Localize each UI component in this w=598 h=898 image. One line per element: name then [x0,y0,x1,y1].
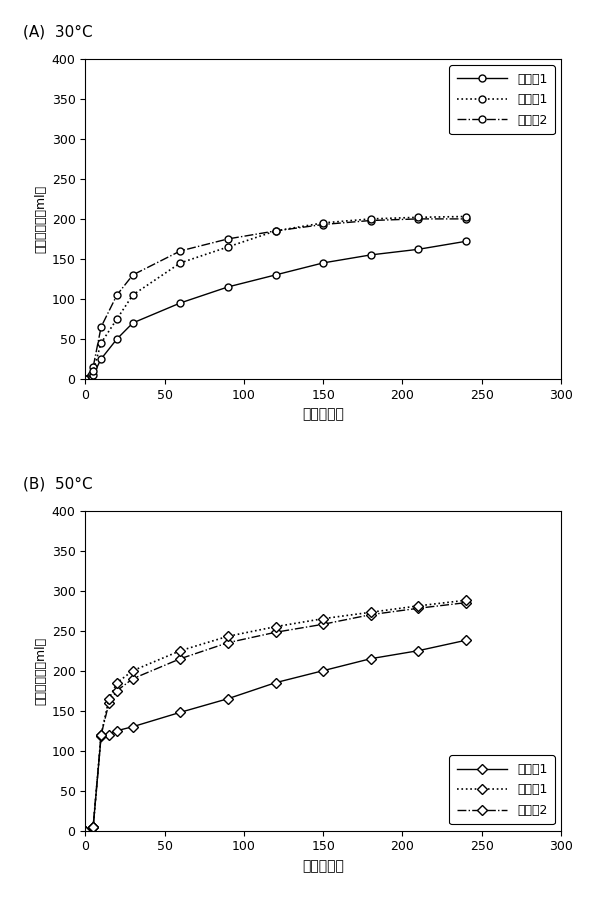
Line: 比較例1: 比較例1 [82,597,469,834]
比較例2 [177,653,184,664]
比較例2 [129,269,136,280]
比較例1 [97,729,105,740]
X-axis label: 時間［秒］: 時間［秒］ [302,407,344,421]
Line: 比較例1: 比較例1 [82,213,469,383]
比較例1 [367,607,374,618]
実施例1 [272,677,279,688]
実施例1 [97,354,105,365]
比較例2 [114,685,121,696]
実施例1 [319,665,327,676]
実施例1 [90,822,97,832]
比較例1 [272,621,279,632]
比較例2 [90,362,97,373]
比較例2 [105,698,112,709]
比較例1 [319,217,327,228]
実施例1 [367,653,374,664]
比較例1 [82,825,89,836]
比較例2 [319,219,327,230]
比較例1 [97,338,105,348]
実施例1 [82,374,89,384]
比較例2 [462,214,469,224]
実施例1 [319,258,327,269]
実施例1 [462,236,469,247]
実施例1 [224,693,231,704]
比較例2 [462,597,469,608]
実施例1 [415,244,422,255]
比較例1 [90,365,97,376]
Line: 比較例2: 比較例2 [82,216,469,383]
比較例2 [415,603,422,613]
比較例1 [272,225,279,236]
Legend: 実施例1, 比較例1, 比較例2: 実施例1, 比較例1, 比較例2 [450,755,555,824]
実施例1 [114,333,121,344]
Legend: 実施例1, 比較例1, 比較例2: 実施例1, 比較例1, 比較例2 [450,66,555,134]
実施例1 [129,721,136,732]
比較例2 [272,627,279,638]
Text: (A)  30°C: (A) 30°C [23,24,93,40]
比較例1 [177,258,184,269]
実施例1 [90,370,97,381]
Line: 実施例1: 実施例1 [82,637,469,834]
比較例2 [82,825,89,836]
実施例1 [367,250,374,260]
実施例1 [177,707,184,718]
比較例2 [367,609,374,620]
比較例2 [319,619,327,629]
Line: 比較例2: 比較例2 [82,599,469,834]
比較例1 [90,822,97,832]
比較例1 [82,374,89,384]
比較例2 [415,214,422,224]
実施例1 [97,731,105,742]
比較例1 [462,594,469,605]
実施例1 [105,729,112,740]
実施例1 [224,282,231,293]
比較例1 [415,601,422,612]
比較例1 [415,212,422,223]
比較例1 [114,313,121,324]
比較例2 [224,233,231,244]
比較例2 [97,729,105,740]
Line: 実施例1: 実施例1 [82,238,469,383]
比較例2 [272,225,279,236]
比較例1 [105,693,112,704]
比較例1 [224,242,231,252]
比較例2 [367,216,374,226]
比較例2 [177,245,184,256]
比較例2 [114,289,121,300]
比較例2 [90,822,97,832]
比較例1 [319,613,327,624]
X-axis label: 時間［秒］: 時間［秒］ [302,859,344,873]
比較例1 [224,631,231,642]
実施例1 [462,635,469,646]
実施例1 [272,269,279,280]
比較例1 [129,289,136,300]
実施例1 [129,318,136,329]
比較例2 [82,374,89,384]
Text: (B)  50°C: (B) 50°C [23,477,93,491]
実施例1 [82,825,89,836]
比較例2 [129,674,136,684]
比較例1 [177,646,184,656]
実施例1 [114,726,121,736]
Y-axis label: ガス発生量［ml］: ガス発生量［ml］ [35,637,47,705]
比較例1 [367,214,374,224]
比較例1 [129,665,136,676]
比較例2 [224,638,231,648]
実施例1 [415,646,422,656]
比較例1 [462,211,469,222]
Y-axis label: ガス発生量［ml］: ガス発生量［ml］ [35,185,47,253]
実施例1 [177,297,184,308]
比較例2 [97,321,105,332]
比較例1 [114,677,121,688]
